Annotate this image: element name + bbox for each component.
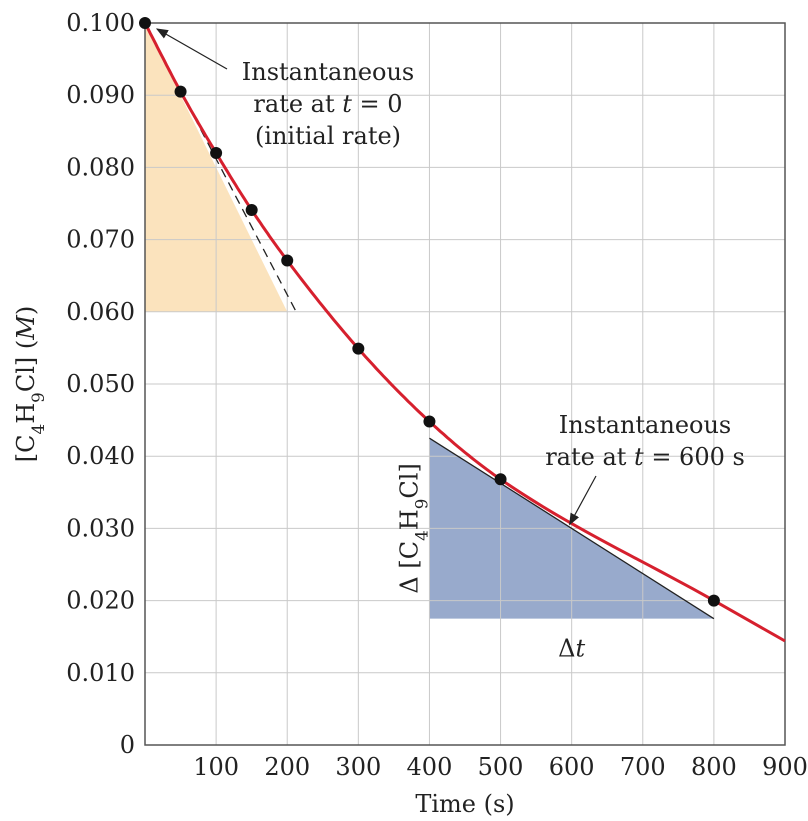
rate-600-arrow — [569, 475, 597, 526]
x-tick-label: 200 — [264, 753, 310, 781]
y-tick-label: 0.040 — [66, 442, 135, 470]
y-tick-label: 0.100 — [66, 9, 135, 37]
delta-concentration-label: Δ [C4H9Cl] — [395, 463, 431, 593]
y-axis-title: [C4H9Cl] (M) — [12, 306, 48, 462]
y-tick-label: 0.030 — [66, 514, 135, 542]
x-tick-label: 800 — [691, 753, 737, 781]
data-point — [245, 203, 258, 216]
x-tick-label: 300 — [335, 753, 381, 781]
initial-rate-arrow — [155, 28, 228, 70]
data-point — [423, 415, 436, 428]
y-tick-label: 0 — [120, 731, 135, 759]
y-tick-label: 0.010 — [66, 659, 135, 687]
x-tick-label: 400 — [407, 753, 453, 781]
delta-time-label: Δt — [558, 635, 585, 663]
initial-rate-label: rate at t = 0 — [253, 90, 402, 118]
data-point — [139, 17, 151, 29]
y-tick-label: 0.080 — [66, 153, 135, 181]
x-tick-label: 500 — [478, 753, 524, 781]
x-tick-label: 600 — [549, 753, 595, 781]
x-tick-label: 900 — [762, 753, 808, 781]
y-tick-label: 0.090 — [66, 81, 135, 109]
data-point — [707, 594, 720, 607]
data-point — [210, 146, 223, 159]
initial-rate-label: Instantaneous — [242, 58, 415, 86]
y-tick-label: 0.070 — [66, 226, 135, 254]
x-axis-title: Time (s) — [415, 790, 514, 818]
data-point — [281, 254, 294, 267]
rate-600-label: Instantaneous — [559, 411, 732, 439]
plot-frame — [144, 22, 786, 746]
data-point — [494, 473, 507, 486]
data-point — [352, 342, 365, 355]
initial-tangent-line — [144, 22, 298, 315]
y-tick-label: 0.020 — [66, 587, 135, 615]
initial-rate-label: (initial rate) — [255, 122, 401, 150]
tangent-600-line — [429, 437, 715, 620]
y-tick-label: 0.060 — [66, 298, 135, 326]
x-tick-label: 700 — [620, 753, 666, 781]
rate-600-label: rate at t = 600 s — [545, 443, 745, 471]
data-point — [174, 85, 187, 98]
y-tick-label: 0.050 — [66, 370, 135, 398]
x-tick-label: 100 — [193, 753, 239, 781]
